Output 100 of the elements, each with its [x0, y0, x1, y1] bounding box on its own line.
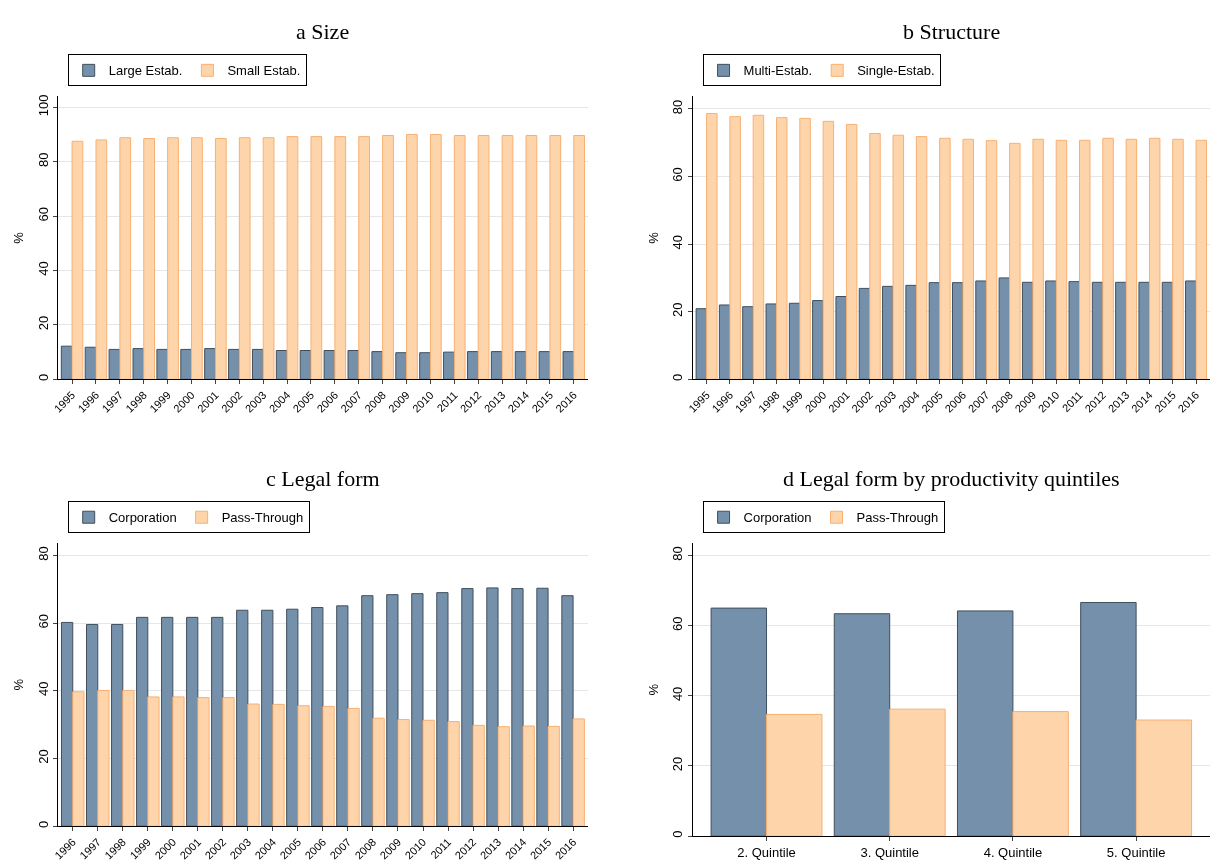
bar — [322, 705, 335, 827]
bar — [238, 137, 251, 380]
bar — [136, 616, 149, 827]
bar — [172, 696, 185, 827]
bar — [180, 348, 193, 380]
bar — [869, 133, 881, 380]
y-tick-label: 0 — [35, 373, 51, 382]
y-tick-label: 80 — [35, 546, 51, 561]
bar — [386, 594, 399, 827]
bar — [562, 351, 575, 380]
y-tick-label: 60 — [35, 613, 51, 629]
bar — [334, 136, 347, 380]
bar — [251, 348, 264, 380]
bar — [1148, 137, 1161, 380]
bar — [1172, 138, 1184, 380]
y-axis-title: % — [646, 231, 662, 244]
bar — [799, 117, 811, 380]
bar — [147, 696, 160, 827]
bar — [538, 351, 551, 380]
legend-label: Small Estab. — [227, 63, 301, 79]
bar — [167, 137, 179, 380]
bar — [422, 719, 435, 827]
y-tick-label: 60 — [670, 167, 686, 182]
chart-title: d Legal form by productivity quintiles — [783, 466, 1120, 491]
bar — [573, 135, 586, 380]
bar — [1080, 602, 1137, 837]
legend-label: Corporation — [743, 510, 812, 526]
bar — [204, 348, 216, 380]
bar — [143, 138, 155, 380]
bar — [429, 133, 442, 380]
bar — [1195, 139, 1208, 380]
bar — [729, 116, 741, 380]
bar — [1009, 142, 1021, 380]
bar — [419, 352, 431, 380]
bar — [310, 136, 323, 380]
bar — [347, 707, 360, 827]
bar — [1012, 711, 1069, 837]
bar — [522, 725, 535, 827]
y-tick-label: 20 — [670, 756, 686, 772]
bar — [156, 348, 169, 380]
bar — [358, 136, 371, 380]
bar — [372, 717, 385, 827]
bar — [211, 616, 224, 827]
bar — [752, 114, 765, 380]
bar — [453, 135, 466, 380]
bar — [547, 725, 560, 827]
legend-label: Corporation — [108, 510, 177, 526]
bar — [998, 277, 1011, 380]
bar — [95, 139, 108, 380]
bar — [411, 593, 424, 827]
y-tick-label: 40 — [35, 261, 51, 276]
y-tick-label: 60 — [670, 616, 686, 631]
chart-title: c Legal form — [266, 466, 380, 491]
bar — [395, 352, 408, 380]
bar — [436, 592, 449, 827]
bar — [97, 689, 110, 827]
bar — [822, 120, 835, 380]
bar — [361, 595, 374, 827]
bar — [461, 588, 474, 827]
bar — [695, 308, 708, 380]
legend-label: Pass-Through — [856, 510, 939, 526]
bar — [311, 607, 324, 827]
bar — [371, 351, 384, 380]
bar — [1079, 139, 1091, 380]
bar — [905, 284, 917, 380]
bar — [511, 588, 524, 827]
y-tick-label: 40 — [35, 681, 51, 697]
bar — [915, 136, 928, 380]
bar — [191, 137, 203, 380]
bar — [1032, 138, 1044, 380]
bar — [561, 595, 574, 827]
bar — [985, 140, 998, 380]
legend-label: Large Estab. — [108, 63, 183, 79]
bar — [549, 135, 562, 380]
bar — [228, 348, 240, 380]
bar — [962, 138, 974, 380]
bar — [892, 134, 905, 380]
y-tick-label: 20 — [35, 315, 51, 331]
bar — [108, 348, 121, 380]
bar — [336, 605, 349, 827]
y-tick-label: 20 — [670, 302, 686, 318]
bar — [122, 689, 135, 827]
bar — [742, 306, 754, 380]
bar — [262, 137, 275, 380]
bar — [833, 613, 891, 837]
bar — [286, 608, 299, 827]
bar — [323, 350, 336, 380]
bar — [472, 724, 485, 827]
y-tick-label: 80 — [35, 152, 51, 167]
bar — [765, 303, 778, 380]
bar — [845, 123, 858, 380]
y-tick-label: 60 — [35, 206, 51, 222]
bar — [161, 616, 174, 827]
y-axis-title: % — [646, 683, 662, 696]
bar — [111, 623, 124, 827]
bar — [297, 705, 310, 827]
y-tick-label: 0 — [670, 373, 686, 382]
bar — [766, 713, 823, 837]
bar — [347, 350, 360, 380]
bar — [60, 621, 74, 827]
